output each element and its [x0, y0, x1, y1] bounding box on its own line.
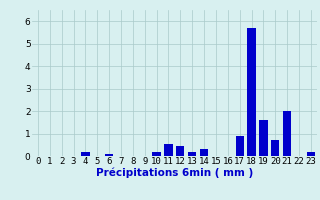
Bar [283, 111, 291, 156]
Bar [259, 120, 268, 156]
Bar [188, 152, 196, 156]
Bar [152, 152, 161, 156]
Bar [307, 152, 315, 156]
Bar [236, 136, 244, 156]
Bar [200, 149, 208, 156]
Bar [176, 146, 185, 156]
Bar [105, 154, 113, 156]
Bar [81, 152, 90, 156]
Bar [247, 28, 256, 156]
Bar [164, 144, 172, 156]
X-axis label: Précipitations 6min ( mm ): Précipitations 6min ( mm ) [96, 168, 253, 178]
Bar [271, 140, 279, 156]
